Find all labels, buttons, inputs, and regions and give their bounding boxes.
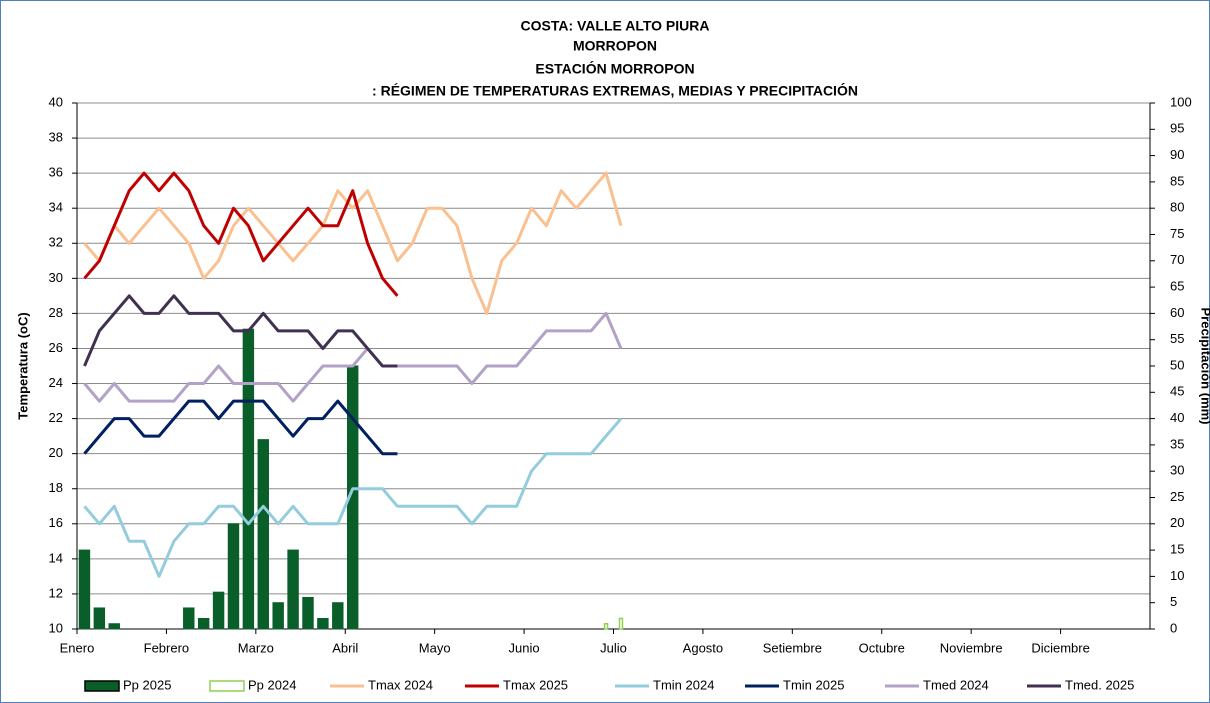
y2-tick-label: 60 [1170, 305, 1184, 320]
legend-label: Tmax 2024 [368, 677, 433, 692]
y2-tick-label: 55 [1170, 331, 1184, 346]
y2-tick-label: 0 [1170, 620, 1177, 635]
x-tick-label: Mayo [419, 640, 451, 655]
legend-label: Tmin 2024 [653, 677, 714, 692]
y2-tick-label: 5 [1170, 594, 1177, 609]
y-tick-label: 24 [49, 375, 63, 390]
line [83, 171, 399, 297]
bar [287, 549, 299, 630]
y2-tick-label: 30 [1170, 463, 1184, 478]
legend-label: Tmed 2024 [923, 677, 989, 692]
y2-tick-label: 45 [1170, 384, 1184, 399]
y-tick-label: 18 [49, 480, 63, 495]
chart-title: MORROPON [573, 38, 657, 54]
legend-label: Tmax 2025 [503, 677, 568, 692]
x-tick-label: Noviembre [940, 640, 1003, 655]
y-tick-label: 12 [49, 585, 63, 600]
bar [272, 602, 284, 630]
y-tick-label: 40 [49, 94, 63, 109]
y2-tick-label: 35 [1170, 436, 1184, 451]
legend-label: Tmin 2025 [783, 677, 844, 692]
legend-label: Pp 2025 [123, 677, 171, 692]
legend-swatch [209, 680, 245, 692]
y2-tick-label: 50 [1170, 357, 1184, 372]
y2-tick-label: 40 [1170, 410, 1184, 425]
bar [302, 596, 314, 630]
y2-tick-label: 75 [1170, 226, 1184, 241]
y2-tick-label: 20 [1170, 515, 1184, 530]
x-tick-label: Diciembre [1031, 640, 1090, 655]
x-tick-label: Marzo [238, 640, 274, 655]
y-tick-label: 36 [49, 165, 63, 180]
bar [332, 602, 344, 630]
y2-tick-label: 15 [1170, 542, 1184, 557]
legend-label: Pp 2024 [248, 677, 296, 692]
x-tick-label: Agosto [683, 640, 723, 655]
x-tick-label: Junio [509, 640, 540, 655]
y-tick-label: 28 [49, 305, 63, 320]
bar [242, 328, 255, 630]
y-tick-label: 22 [49, 410, 63, 425]
x-tick-label: Setiembre [763, 640, 822, 655]
y2-axis-label: Precipitación (mm) [1199, 307, 1210, 424]
legend-swatch [84, 680, 120, 692]
bar [108, 623, 120, 630]
y2-tick-label: 95 [1170, 121, 1184, 136]
bar [257, 439, 270, 630]
chart-title: ESTACIÓN MORROPON [535, 60, 694, 77]
y-tick-label: 34 [49, 200, 63, 215]
line [83, 417, 623, 578]
x-tick-label: Octubre [859, 640, 905, 655]
y2-tick-label: 25 [1170, 489, 1184, 504]
line [83, 294, 398, 368]
y-tick-label: 20 [49, 445, 63, 460]
y2-tick-label: 65 [1170, 279, 1184, 294]
bar [618, 617, 624, 630]
y2-tick-label: 70 [1170, 252, 1184, 267]
line [83, 171, 623, 315]
y-tick-label: 16 [49, 515, 63, 530]
y2-tick-label: 90 [1170, 147, 1184, 162]
bar [212, 591, 225, 630]
y-tick-label: 10 [49, 620, 63, 635]
x-tick-label: Julio [600, 640, 627, 655]
x-tick-label: Febrero [144, 640, 190, 655]
y2-tick-label: 100 [1170, 94, 1192, 109]
chart-title: COSTA: VALLE ALTO PIURA [521, 18, 710, 34]
line [83, 399, 398, 456]
bar [603, 622, 609, 630]
legend-label: Tmed. 2025 [1065, 677, 1134, 692]
y-tick-label: 38 [49, 130, 63, 145]
chart-title: : RÉGIMEN DE TEMPERATURAS EXTREMAS, MEDI… [372, 82, 858, 99]
y-tick-label: 32 [49, 235, 63, 250]
bar [227, 523, 240, 630]
y-axis-label: Temperatura (oC) [15, 312, 30, 419]
y2-tick-label: 85 [1170, 173, 1184, 188]
y-tick-label: 30 [49, 270, 63, 285]
bar [183, 607, 195, 630]
y2-tick-label: 10 [1170, 568, 1184, 583]
x-tick-label: Abril [332, 640, 358, 655]
bar [317, 617, 329, 630]
y-tick-label: 14 [49, 550, 63, 565]
y2-tick-label: 80 [1170, 200, 1184, 215]
bar [93, 607, 106, 630]
line [83, 311, 623, 403]
x-tick-label: Enero [60, 640, 95, 655]
y-tick-label: 26 [49, 340, 63, 355]
bar [78, 549, 91, 630]
bar [197, 617, 210, 630]
